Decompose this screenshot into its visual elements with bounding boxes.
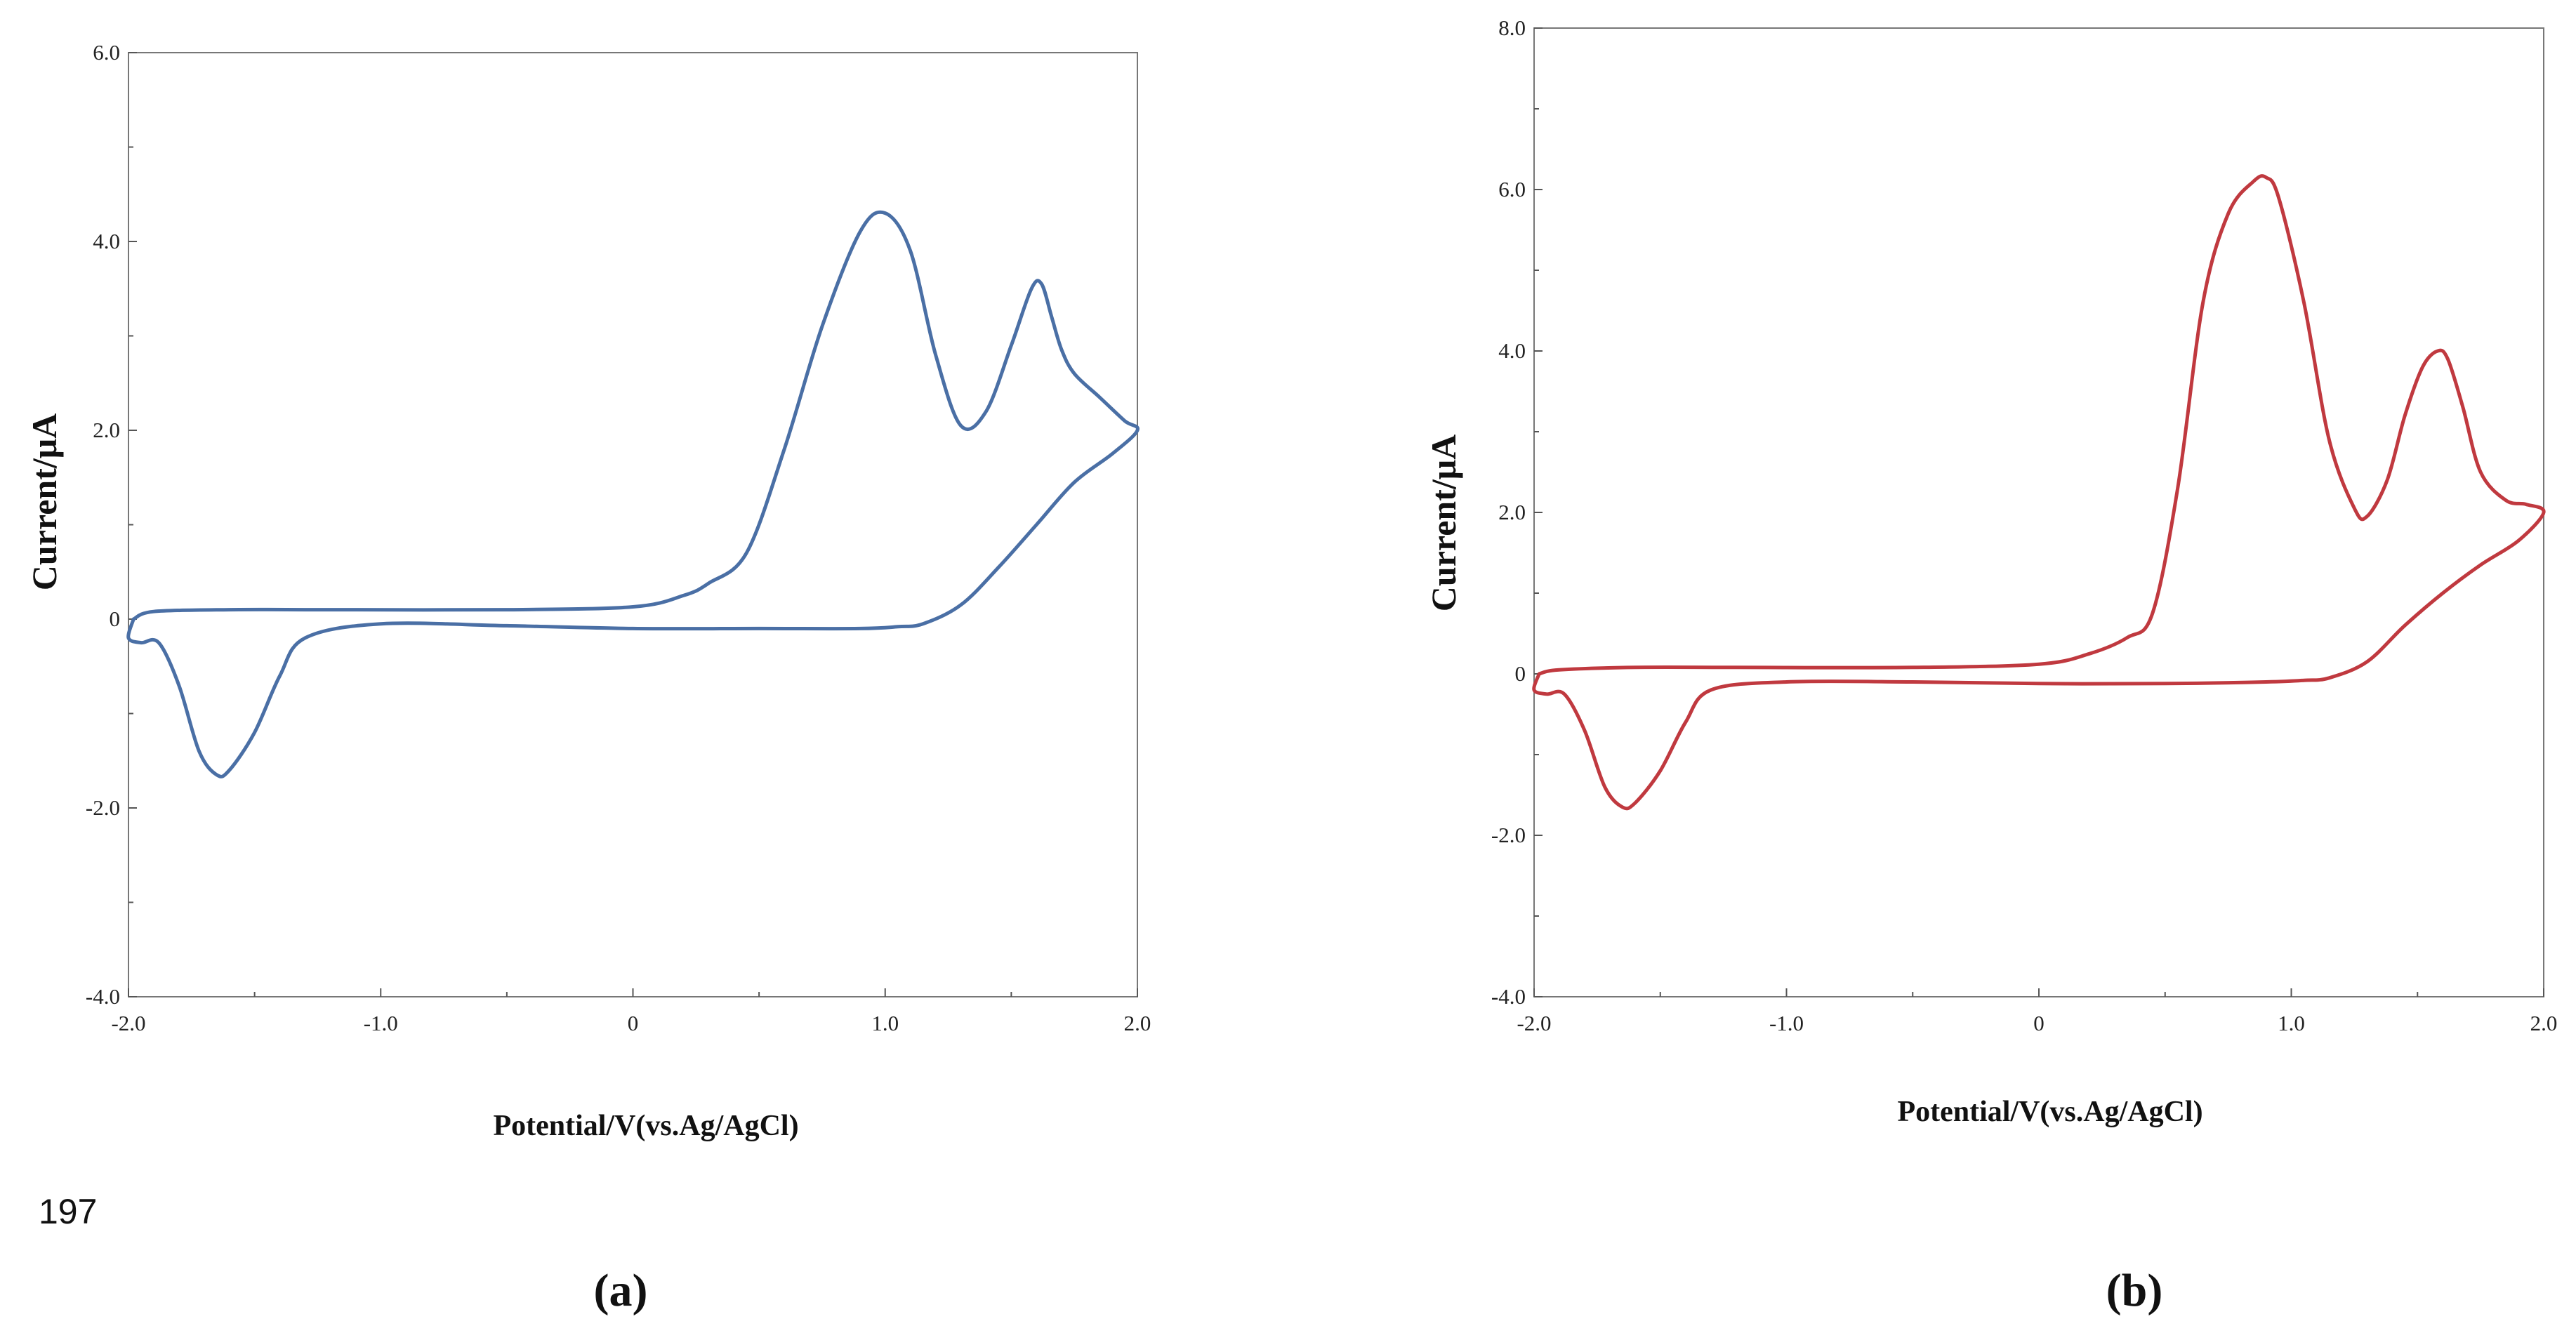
- panel-a-y-tick-label: 6.0: [93, 40, 120, 65]
- panel-a-y-tick-label: 0: [110, 606, 121, 631]
- panel-b-y-tick-label: 4.0: [1498, 338, 1526, 363]
- panel-a-y-axis-title: Current/μA: [25, 413, 64, 590]
- panel-b-x-tick-label: 2.0: [2530, 1011, 2558, 1035]
- panel-b-x-tick-label: 0: [2033, 1011, 2045, 1035]
- panel-b-y-tick-label: 6.0: [1498, 177, 1526, 201]
- panel-b-y-tick-label: -2.0: [1491, 823, 1526, 847]
- panel-a-x-tick-label: 0: [628, 1011, 639, 1035]
- panel-b-series-0-line: [1532, 174, 2546, 811]
- panel-b-plot-frame: [1533, 27, 2544, 997]
- panel-a-x-tick-label: -2.0: [111, 1011, 145, 1035]
- panel-a-x-axis-title: Potential/V(vs.Ag/AgCl): [493, 1110, 798, 1142]
- panel-b-x-tick-label: 1.0: [2278, 1011, 2305, 1035]
- panel-b-x-tick-label: -2.0: [1517, 1011, 1551, 1035]
- panel-a-y-tick-label: -4.0: [86, 984, 120, 1009]
- panel-a-x-tick-label: 2.0: [1124, 1011, 1151, 1035]
- panel-b-y-tick-label: 8.0: [1498, 15, 1526, 40]
- panel-a-series-0-line: [126, 210, 1140, 778]
- chart-panel-a: Current/μA Potential/V(vs.Ag/AgCl) (a) -…: [25, 40, 1151, 1316]
- line-number: 197: [39, 1192, 97, 1231]
- panel-b-y-tick-label: 0: [1515, 661, 1526, 686]
- panel-a-y-tick-label: 2.0: [93, 418, 120, 442]
- panel-b-x-tick-label: -1.0: [1769, 1011, 1804, 1035]
- chart-panel-b: Current/μA Potential/V(vs.Ag/AgCl) (b) -…: [1424, 15, 2557, 1316]
- panel-a-x-tick-label: -1.0: [364, 1011, 398, 1035]
- panel-b-y-tick-label: 2.0: [1498, 500, 1526, 524]
- panel-a-y-tick-label: -2.0: [86, 795, 120, 820]
- panel-a-plot-frame: [128, 52, 1138, 997]
- panel-a-x-tick-label: 1.0: [871, 1011, 899, 1035]
- panel-b-label: (b): [2106, 1265, 2163, 1316]
- panel-b-y-tick-label: -4.0: [1491, 984, 1526, 1009]
- panel-b-x-axis-title: Potential/V(vs.Ag/AgCl): [1897, 1096, 2202, 1128]
- panel-a-y-tick-label: 4.0: [93, 229, 120, 253]
- panel-a-label: (a): [594, 1265, 648, 1316]
- panel-b-y-axis-title: Current/μA: [1424, 435, 1463, 611]
